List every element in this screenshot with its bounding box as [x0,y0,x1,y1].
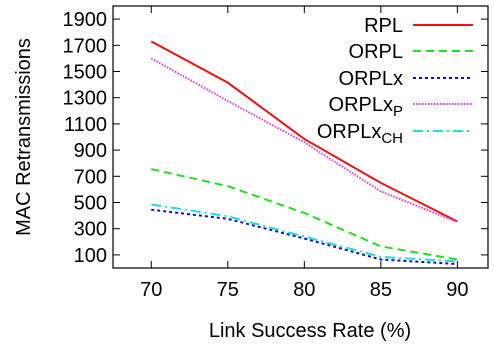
legend-label-2: ORPLx [339,68,403,90]
x-tick-label: 75 [217,279,239,301]
x-tick-label: 80 [293,279,315,301]
series-line-4 [151,203,458,263]
y-tick-label: 700 [74,166,107,188]
series-line-1 [151,168,458,261]
legend-label-0: RPL [364,15,403,37]
x-axis-label: Link Success Rate (%) [209,320,411,342]
legend-label-4: ORPLxCH [317,121,403,147]
y-tick-label: 500 [74,193,107,215]
series-line-2 [151,208,458,266]
legend-label-1: ORPL [349,41,403,63]
y-tick-label: 1300 [63,88,108,110]
series-lines [150,40,458,266]
y-tick-label: 900 [74,140,107,162]
y-tick-label: 1900 [63,9,108,31]
legend-label-3: ORPLxP [329,94,403,120]
y-tick-label: 1700 [63,35,108,57]
y-tick-label: 300 [74,219,107,241]
y-axis: 100 300 500 700 900 1100 1300 1500 1700 1900 [63,9,488,267]
y-tick-label: 1100 [64,114,107,136]
series-line-3 [150,57,458,224]
x-tick-label: 85 [370,279,392,301]
y-tick-label: 1500 [63,62,108,84]
x-tick-label: 90 [446,279,468,301]
y-axis-label: MAC Retransmissions [13,38,35,236]
x-axis: 70 75 80 85 90 [140,6,469,301]
series-line-0 [150,40,458,223]
y-tick-label: 100 [74,245,107,267]
plot-frame [112,5,489,269]
x-tick-label: 70 [140,279,162,301]
